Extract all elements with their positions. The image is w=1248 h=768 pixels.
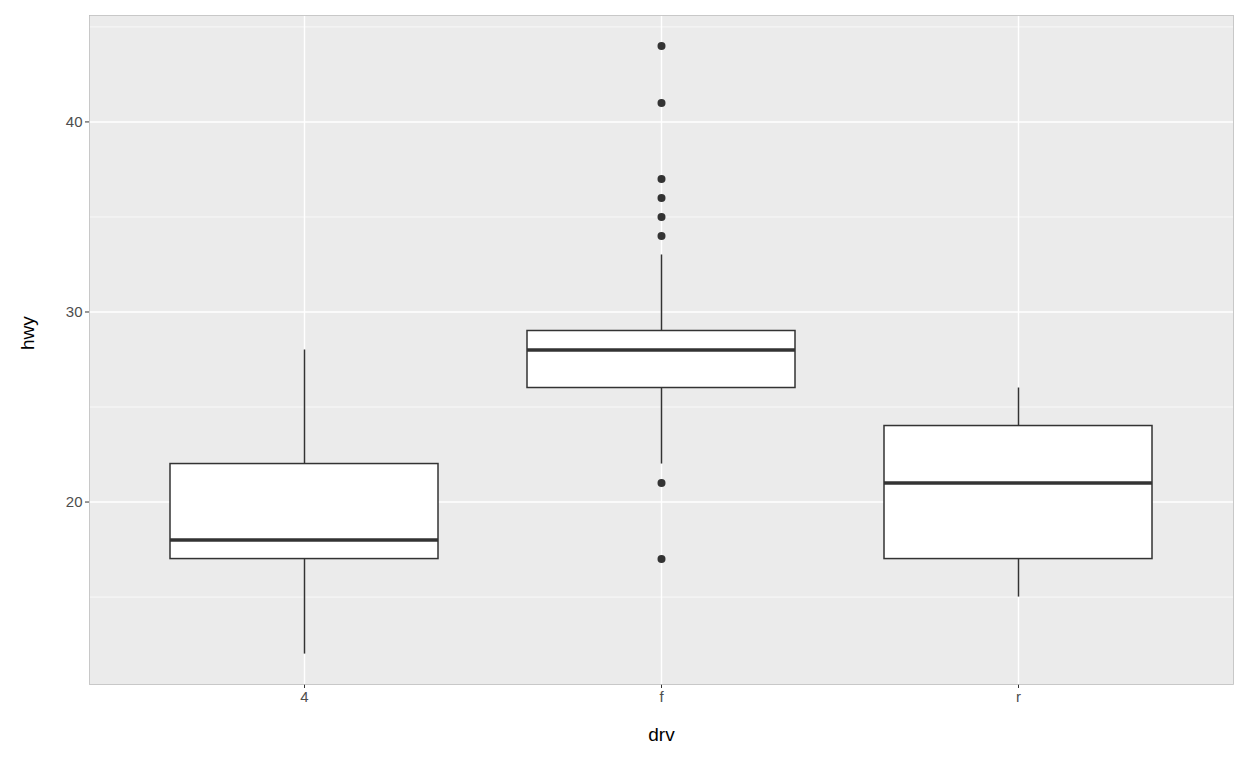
svg-text:hwy: hwy: [17, 316, 38, 350]
svg-text:30: 30: [66, 303, 83, 320]
svg-text:f: f: [659, 688, 664, 705]
svg-text:r: r: [1016, 688, 1021, 705]
svg-text:4: 4: [300, 688, 308, 705]
svg-text:40: 40: [66, 113, 83, 130]
svg-text:20: 20: [66, 493, 83, 510]
svg-text:drv: drv: [648, 724, 675, 745]
